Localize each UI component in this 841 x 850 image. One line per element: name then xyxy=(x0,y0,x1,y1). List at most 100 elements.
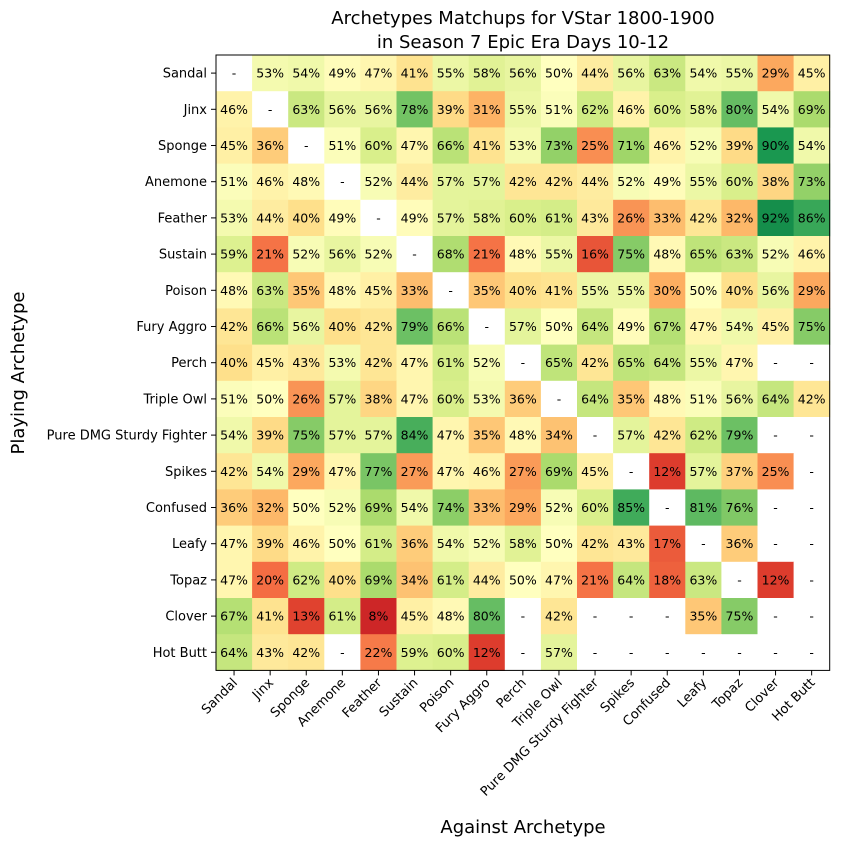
heatmap-cell xyxy=(649,525,686,563)
heatmap-cell xyxy=(216,236,253,273)
heatmap-cell-label: 57% xyxy=(545,645,573,660)
heatmap-cell xyxy=(432,55,470,92)
heatmap-cell-label: 42% xyxy=(689,210,717,225)
heatmap-cell xyxy=(649,453,686,490)
heatmap-cell xyxy=(324,199,361,237)
heatmap-cell xyxy=(793,199,831,237)
heatmap-cell xyxy=(324,236,361,273)
heatmap-cell-label: - xyxy=(340,174,345,189)
heatmap-cell-label: 39% xyxy=(437,102,465,117)
heatmap-cell-label: 43% xyxy=(581,210,609,225)
heatmap-cell xyxy=(504,308,542,346)
heatmap-cell-label: 35% xyxy=(617,391,645,406)
heatmap-cell-label: 45% xyxy=(365,283,393,298)
heatmap-cell-label: 64% xyxy=(220,645,248,660)
heatmap-cell-label: 45% xyxy=(581,464,609,479)
heatmap-cell xyxy=(577,272,614,309)
heatmap-cell-label: 75% xyxy=(292,428,320,443)
heatmap-cell-label: 45% xyxy=(220,138,248,153)
heatmap-cell xyxy=(721,344,758,382)
heatmap-cell-label: 21% xyxy=(256,247,284,262)
heatmap-cell-label: 73% xyxy=(798,174,826,189)
heatmap-cell-label: 42% xyxy=(581,536,609,551)
heatmap-cell-label: 48% xyxy=(437,609,465,624)
heatmap-cell xyxy=(396,561,434,599)
heatmap-cell xyxy=(288,236,325,273)
heatmap-cell xyxy=(540,236,578,273)
heatmap-cell-label: - xyxy=(232,66,237,81)
heatmap-cell xyxy=(288,634,325,671)
heatmap-cell xyxy=(432,525,470,563)
heatmap-cell-label: 49% xyxy=(401,210,429,225)
heatmap-cell xyxy=(468,525,506,563)
heatmap-cell-label: 31% xyxy=(473,102,501,117)
heatmap-cell-label: 52% xyxy=(762,247,790,262)
heatmap-cell xyxy=(252,598,289,635)
heatmap-cell-label: - xyxy=(629,645,634,660)
heatmap-cell xyxy=(216,561,253,599)
heatmap-cell xyxy=(504,127,542,165)
heatmap-cell-label: 57% xyxy=(328,391,356,406)
heatmap-cell-label: 21% xyxy=(473,247,501,262)
heatmap-cell-label: 38% xyxy=(762,174,790,189)
heatmap-cell xyxy=(793,127,831,165)
heatmap-cell-label: 57% xyxy=(437,210,465,225)
heatmap-cell xyxy=(540,525,578,563)
heatmap-cell xyxy=(432,163,470,201)
y-tick-label: Poison xyxy=(165,284,207,299)
heatmap-cell xyxy=(540,634,578,671)
heatmap-cell-label: 60% xyxy=(509,210,537,225)
heatmap-cell xyxy=(504,236,542,273)
heatmap-cell xyxy=(613,236,650,273)
heatmap-cell-label: 42% xyxy=(220,319,248,334)
heatmap-cell xyxy=(360,561,397,599)
heatmap-cell-label: 51% xyxy=(328,138,356,153)
heatmap-cell xyxy=(685,380,722,418)
heatmap-cell xyxy=(216,598,253,635)
y-tick-label: Sponge xyxy=(158,139,207,154)
heatmap-cell-label: 56% xyxy=(617,66,645,81)
heatmap-cell xyxy=(649,380,686,418)
heatmap-cell-label: 35% xyxy=(689,609,717,624)
heatmap-cell xyxy=(252,634,289,671)
heatmap-cell xyxy=(468,163,506,201)
heatmap-cell xyxy=(540,308,578,346)
heatmap-cell xyxy=(793,308,831,346)
heatmap-cell-label: - xyxy=(737,645,742,660)
heatmap-cell-label: 60% xyxy=(437,645,465,660)
heatmap-cell-label: 50% xyxy=(292,500,320,515)
heatmap-cell-label: 33% xyxy=(401,283,429,298)
heatmap-cell-label: 61% xyxy=(437,355,465,370)
heatmap-cell xyxy=(468,453,506,490)
heatmap-cell xyxy=(685,634,722,671)
heatmap-cell xyxy=(577,55,614,92)
heatmap-cell xyxy=(793,344,831,382)
heatmap-cell-label: 64% xyxy=(653,355,681,370)
heatmap-cell xyxy=(468,634,506,671)
heatmap-cell xyxy=(793,163,831,201)
heatmap-cell-label: 46% xyxy=(292,536,320,551)
heatmap-cell xyxy=(396,634,434,671)
heatmap-cell xyxy=(685,598,722,635)
heatmap-cells xyxy=(216,55,831,671)
heatmap-cell-label: 12% xyxy=(473,645,501,660)
heatmap-cell-label: 47% xyxy=(437,464,465,479)
heatmap-cell-label: 56% xyxy=(726,391,754,406)
heatmap-cell xyxy=(649,236,686,273)
heatmap-cell xyxy=(252,91,289,128)
heatmap-cell-label: 50% xyxy=(328,536,356,551)
heatmap-cell-label: 46% xyxy=(653,138,681,153)
heatmap-cell xyxy=(649,489,686,527)
heatmap-cell-label: - xyxy=(629,609,634,624)
heatmap-cell xyxy=(649,344,686,382)
heatmap-cell xyxy=(324,489,361,527)
heatmap-cell-label: 47% xyxy=(328,464,356,479)
heatmap-cell-label: - xyxy=(304,138,309,153)
heatmap-cell xyxy=(540,417,578,454)
heatmap-cell-label: 57% xyxy=(617,428,645,443)
heatmap-cell xyxy=(577,489,614,527)
heatmap-cell-label: 53% xyxy=(256,66,284,81)
heatmap-cell-label: 43% xyxy=(256,645,284,660)
heatmap-cell xyxy=(577,344,614,382)
heatmap-cell-label: 86% xyxy=(798,210,826,225)
